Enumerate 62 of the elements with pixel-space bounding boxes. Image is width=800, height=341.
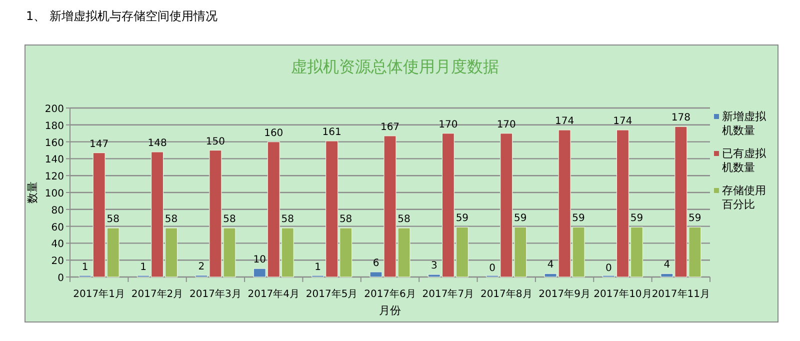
data-label: 58 — [339, 214, 352, 225]
data-label: 170 — [496, 119, 516, 130]
x-tick-label: 2017年2月 — [131, 288, 184, 300]
data-label: 1 — [82, 262, 88, 274]
x-tick-label: 2017年6月 — [364, 288, 416, 300]
data-label: 58 — [164, 214, 178, 225]
y-tick-label: 60 — [51, 222, 64, 234]
data-label: 174 — [555, 116, 574, 127]
data-label: 1 — [140, 262, 146, 274]
data-label: 150 — [206, 136, 225, 148]
data-label: 161 — [322, 126, 342, 138]
data-label: 0 — [606, 263, 612, 274]
x-tick-label: 2017年7月 — [422, 288, 474, 300]
data-label: 147 — [90, 138, 109, 150]
legend-label: 已有虚拟机数量 — [722, 147, 767, 174]
data-label: 4 — [664, 260, 670, 271]
data-label: 6 — [372, 258, 380, 269]
data-label: 59 — [514, 213, 527, 224]
data-label: 10 — [253, 254, 266, 266]
y-tick-label: 120 — [44, 172, 64, 183]
data-label: 58 — [223, 214, 236, 225]
data-label: 58 — [281, 214, 294, 225]
x-tick-label: 2017年10月 — [594, 288, 652, 300]
x-tick-label: 2017年1月 — [73, 288, 125, 300]
text: 1、 新增虚拟机与存储空间使用情况 — [26, 9, 218, 23]
x-tick-label: 2017年8月 — [480, 288, 532, 300]
data-label: 174 — [613, 116, 632, 127]
legend-label: 存储使用百分比 — [722, 184, 766, 211]
y-tick-label: 160 — [44, 138, 64, 149]
data-label: 3 — [430, 260, 438, 272]
legend-label: 新增虚拟机数量 — [722, 110, 767, 137]
data-label: 59 — [572, 213, 585, 224]
y-tick-label: 40 — [51, 239, 64, 250]
data-label: 178 — [671, 112, 690, 124]
y-tick-label: 80 — [51, 205, 64, 216]
data-label: 59 — [630, 213, 644, 224]
data-label: 170 — [438, 119, 458, 130]
data-label: 167 — [380, 122, 400, 133]
x-tick-label: 2017年4月 — [248, 288, 300, 300]
y-tick-label: 0 — [58, 273, 64, 284]
data-label: 2 — [198, 261, 205, 272]
data-label: 1 — [314, 262, 322, 274]
data-label: 59 — [456, 213, 469, 224]
y-axis-title: 数量 — [26, 182, 39, 204]
y-tick-label: 140 — [44, 154, 64, 166]
x-tick-label: 2017年9月 — [538, 288, 590, 300]
data-label: 160 — [264, 128, 284, 139]
data-label: 148 — [148, 138, 167, 149]
x-tick-label: 2017年5月 — [306, 288, 358, 300]
y-tick-label: 200 — [44, 104, 64, 115]
data-label: 0 — [489, 263, 496, 274]
data-label: 58 — [398, 214, 410, 225]
x-axis-title: 月份 — [379, 304, 401, 317]
data-label: 58 — [106, 214, 120, 225]
y-tick-label: 20 — [51, 256, 64, 268]
chart-title: 虚拟机资源总体使用月度数据 — [291, 57, 499, 76]
x-tick-label: 2017年11月 — [652, 288, 710, 300]
data-label: 4 — [547, 260, 554, 271]
y-tick-label: 180 — [44, 120, 64, 132]
x-tick-label: 2017年3月 — [190, 288, 242, 300]
data-label: 59 — [688, 213, 702, 224]
y-tick-label: 100 — [44, 188, 64, 200]
